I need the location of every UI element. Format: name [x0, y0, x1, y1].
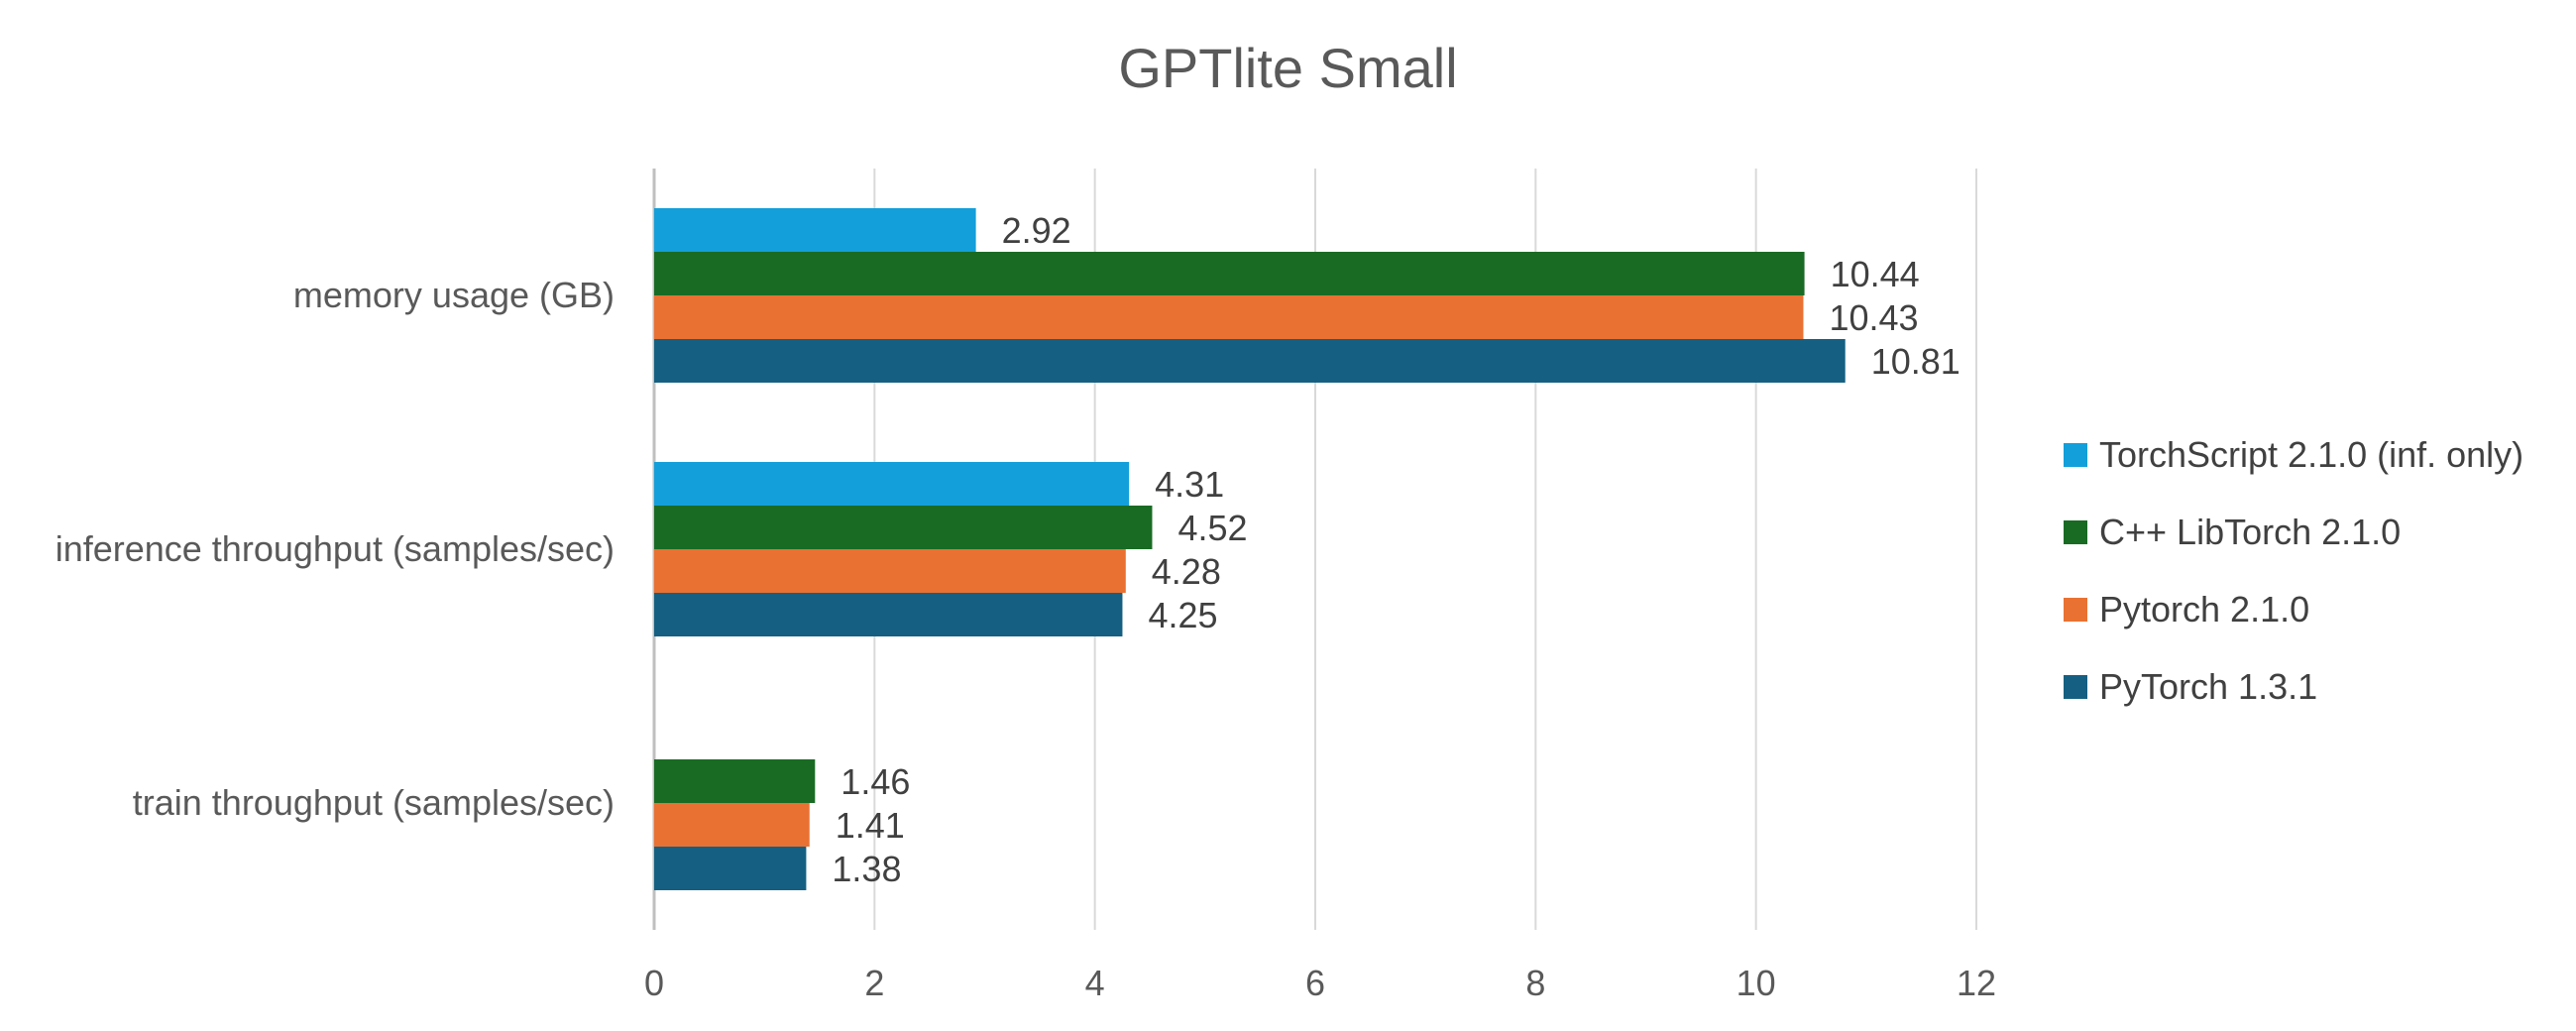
bar: [654, 549, 1126, 593]
data-label: 2.92: [1002, 210, 1071, 251]
bar: [654, 208, 976, 252]
category-label: memory usage (GB): [293, 275, 615, 315]
legend-label: TorchScript 2.1.0 (inf. only): [2099, 434, 2524, 475]
x-tick-label: 8: [1525, 963, 1545, 1003]
legend-swatch: [2064, 675, 2087, 699]
bar: [654, 462, 1130, 506]
legend-label: C++ LibTorch 2.1.0: [2099, 512, 2402, 552]
data-label: 1.46: [840, 761, 910, 802]
category-label: inference throughput (samples/sec): [56, 528, 615, 569]
x-tick-label: 4: [1085, 963, 1105, 1003]
bar: [654, 593, 1123, 636]
x-tick-label: 10: [1736, 963, 1776, 1003]
bar: [654, 339, 1846, 383]
legend-swatch: [2064, 598, 2087, 622]
bar: [654, 506, 1153, 549]
data-label: 4.25: [1148, 595, 1217, 635]
data-label: 1.41: [836, 805, 905, 846]
legend-item: TorchScript 2.1.0 (inf. only): [2064, 416, 2523, 494]
legend-swatch: [2064, 443, 2087, 467]
legend-label: Pytorch 2.1.0: [2099, 589, 2310, 630]
bar: [654, 295, 1804, 339]
data-label: 10.44: [1831, 254, 1920, 294]
data-label: 10.43: [1829, 297, 1918, 338]
data-label: 4.28: [1152, 551, 1221, 592]
x-tick-label: 2: [864, 963, 884, 1003]
legend-swatch: [2064, 520, 2087, 544]
x-tick-label: 0: [644, 963, 664, 1003]
legend-item: C++ LibTorch 2.1.0: [2064, 494, 2523, 571]
data-label: 4.52: [1177, 508, 1247, 548]
data-label: 1.38: [832, 849, 901, 889]
data-label: 10.81: [1871, 341, 1960, 382]
data-label: 4.31: [1155, 464, 1224, 505]
category-label: train throughput (samples/sec): [133, 782, 615, 823]
x-tick-label: 6: [1305, 963, 1325, 1003]
bar: [654, 252, 1805, 295]
legend-item: PyTorch 1.3.1: [2064, 648, 2523, 726]
bar: [654, 803, 810, 847]
x-tick-label: 12: [1957, 963, 1996, 1003]
bar: [654, 759, 816, 803]
legend-label: PyTorch 1.3.1: [2099, 666, 2318, 707]
legend: TorchScript 2.1.0 (inf. only) C++ LibTorc…: [2064, 416, 2523, 726]
bar: [654, 847, 807, 890]
legend-item: Pytorch 2.1.0: [2064, 571, 2523, 648]
chart-title: GPTlite Small: [1118, 37, 1458, 99]
